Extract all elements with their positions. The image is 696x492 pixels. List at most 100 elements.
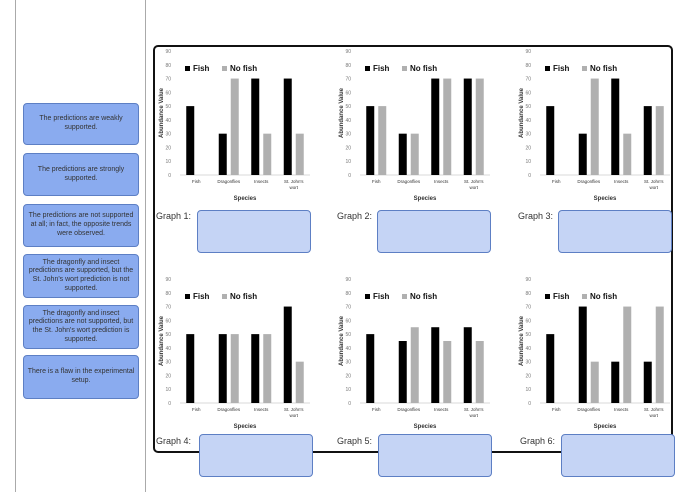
bar-fish [578,133,587,175]
y-tick-label: 20 [345,373,351,379]
option-not-supported[interactable]: The predictions are not supported at all… [23,204,139,247]
bar-no-fish [655,306,664,403]
y-tick-label: 0 [528,173,531,179]
x-tick-label: Insects [434,179,449,184]
y-tick-label: 50 [345,332,351,338]
drop-zone-graph-3[interactable] [558,210,672,253]
bar-no-fish [443,341,452,403]
y-tick-label: 70 [345,305,351,311]
drop-zone-graph-5[interactable] [378,434,492,477]
x-tick-label: Insects [614,179,629,184]
bar-no-fish [230,334,239,403]
y-tick-label: 40 [345,118,351,124]
y-tick-label: 60 [345,318,351,324]
x-tick-label: Dragonflies [577,407,601,412]
drop-zone-graph-6[interactable] [561,434,675,477]
x-tick-label: St. John's [464,407,484,412]
y-tick-label: 90 [345,49,351,55]
y-tick-label: 90 [525,277,531,283]
y-tick-label: 80 [525,63,531,69]
x-tick-label: Fish [552,407,561,412]
bar-chart-3: 0 10 20 30 40 50 60 70 80 90 Abundance Value Specie… [519,49,670,202]
drop-zone-graph-4[interactable] [199,434,313,477]
legend-swatch [185,66,190,71]
legend-label: Fish [373,64,390,73]
option-partial-supported[interactable]: The dragonfly and insect predictions are… [23,254,139,298]
drop-zone-graph-2[interactable] [377,210,491,253]
y-tick-label: 0 [168,173,171,179]
y-tick-label: 20 [345,145,351,151]
legend-label: No fish [410,64,437,73]
bar-fish [251,334,260,403]
option-weakly-supported[interactable]: The predictions are weakly supported. [23,103,139,145]
y-tick-label: 90 [345,277,351,283]
bar-no-fish [295,133,304,175]
y-tick-label: 40 [525,346,531,352]
x-tick-label: wort [469,185,478,190]
graph-label-6: Graph 6: [520,436,556,446]
y-tick-label: 20 [525,145,531,151]
y-tick-label: 80 [165,291,171,297]
graph-label-5: Graph 5: [337,436,373,446]
legend-label: Fish [373,292,390,301]
bar-fish [431,78,440,175]
legend-label: Fish [553,64,570,73]
y-tick-label: 60 [165,318,171,324]
bar-no-fish [230,78,239,175]
bar-fish [366,106,375,175]
option-strongly-supported[interactable]: The predictions are strongly supported. [23,153,139,196]
legend-label: Fish [193,64,210,73]
y-tick-label: 30 [345,132,351,138]
bar-fish [186,334,195,403]
bar-fish [366,334,375,403]
y-tick-label: 0 [168,401,171,407]
y-axis-label: Abundance Value [339,315,345,366]
y-tick-label: 10 [165,387,171,393]
y-tick-label: 70 [165,305,171,311]
bar-no-fish [410,327,419,403]
option-flaw[interactable]: There is a flaw in the experimental setu… [23,355,139,399]
legend-label: No fish [590,64,617,73]
y-tick-label: 10 [345,387,351,393]
x-tick-label: Dragonflies [577,179,601,184]
legend-label: No fish [230,64,257,73]
y-tick-label: 90 [165,49,171,55]
x-tick-label: Insects [254,407,269,412]
y-tick-label: 50 [165,104,171,110]
bar-no-fish [443,78,452,175]
bar-fish [251,78,260,175]
legend-swatch [582,66,587,71]
graph-label-1: Graph 1: [156,211,192,221]
drop-zone-graph-1[interactable] [197,210,311,253]
y-tick-label: 10 [525,387,531,393]
bar-fish [283,306,292,403]
option-wort-supported[interactable]: The dragonfly and insect predictions are… [23,305,139,349]
x-axis-label: Species [234,424,257,430]
y-tick-label: 60 [525,90,531,96]
legend-label: No fish [590,292,617,301]
x-tick-label: Fish [372,407,381,412]
graph-label-2: Graph 2: [337,211,373,221]
x-tick-label: St. John's [284,179,304,184]
y-tick-label: 10 [165,159,171,165]
bar-fish [463,78,472,175]
y-tick-label: 40 [165,118,171,124]
bar-fish [611,361,620,403]
x-tick-label: St. John's [644,407,664,412]
legend-label: Fish [193,292,210,301]
y-axis-label: Abundance Value [519,87,525,138]
x-tick-label: wort [289,185,298,190]
y-tick-label: 20 [165,145,171,151]
y-tick-label: 0 [348,173,351,179]
x-tick-label: Fish [552,179,561,184]
y-tick-label: 40 [525,118,531,124]
x-tick-label: Insects [614,407,629,412]
x-axis-label: Species [594,424,617,430]
legend-label: No fish [230,292,257,301]
bar-fish [283,78,292,175]
y-tick-label: 30 [525,360,531,366]
bar-chart-5: 0 10 20 30 40 50 60 70 80 90 Abundance Value Specie… [339,277,490,430]
bar-no-fish [475,341,484,403]
x-tick-label: wort [469,413,478,418]
x-tick-label: St. John's [464,179,484,184]
